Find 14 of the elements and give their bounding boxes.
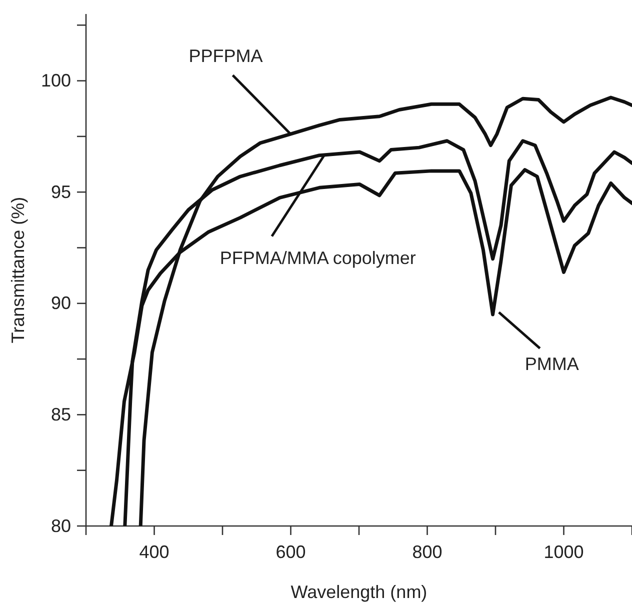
x-tick-label: 600 bbox=[276, 542, 306, 562]
annotation: PMMA bbox=[524, 354, 579, 374]
y-tick-label: 95 bbox=[50, 182, 71, 202]
y-axis-title: Transmittance (%) bbox=[8, 196, 28, 344]
y-tick-label: 80 bbox=[50, 516, 71, 536]
y-tick-label: 90 bbox=[50, 293, 71, 314]
annotation: PFPMA/MMA copolymer bbox=[220, 248, 416, 268]
x-tick-label: 800 bbox=[412, 542, 442, 562]
y-tick-label: 100 bbox=[40, 70, 71, 91]
x-axis-title: Wavelength (nm) bbox=[290, 582, 428, 602]
x-tick-label: 400 bbox=[139, 542, 170, 562]
x-tick-label: 1000 bbox=[544, 542, 584, 562]
y-tick-label: 85 bbox=[50, 404, 71, 424]
annotation: PPFPMA bbox=[188, 46, 263, 66]
